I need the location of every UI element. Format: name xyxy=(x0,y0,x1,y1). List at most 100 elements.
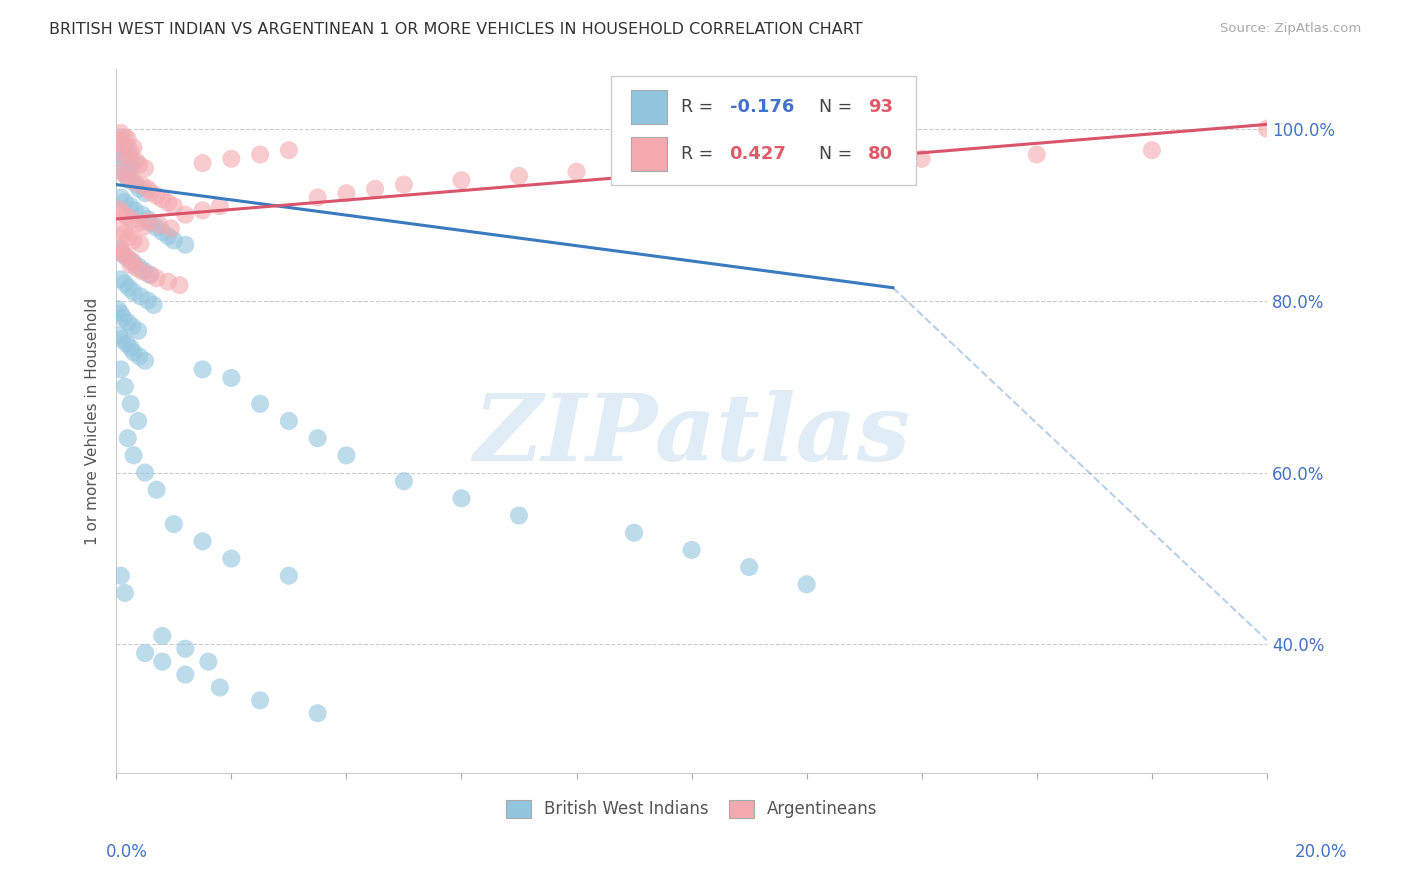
Point xyxy=(117,132,139,146)
Point xyxy=(221,371,243,385)
Point xyxy=(111,332,134,346)
Point xyxy=(114,586,136,600)
Point xyxy=(681,543,703,558)
FancyBboxPatch shape xyxy=(631,90,668,123)
Legend: British West Indians, Argentineans: British West Indians, Argentineans xyxy=(499,793,884,825)
Point xyxy=(1025,147,1047,161)
Point xyxy=(108,328,131,343)
Point xyxy=(139,268,162,282)
Point xyxy=(110,306,132,320)
Point xyxy=(129,289,152,303)
Point xyxy=(122,285,145,299)
Point xyxy=(127,259,149,273)
Point xyxy=(163,234,186,248)
Point xyxy=(131,208,153,222)
Point xyxy=(307,431,329,445)
Point xyxy=(121,254,143,268)
Point xyxy=(134,161,156,176)
Point xyxy=(111,246,134,260)
Point xyxy=(796,577,818,591)
Point xyxy=(738,560,761,574)
Point xyxy=(132,263,155,277)
Point xyxy=(121,319,143,334)
Point xyxy=(120,397,142,411)
Point xyxy=(197,655,219,669)
Point xyxy=(120,341,142,355)
Point xyxy=(115,251,138,265)
Point xyxy=(110,164,132,178)
Point xyxy=(112,147,135,161)
Point xyxy=(163,199,186,213)
FancyBboxPatch shape xyxy=(612,76,915,185)
Point xyxy=(115,169,138,183)
Point xyxy=(157,195,180,210)
Point xyxy=(120,161,142,175)
Point xyxy=(169,278,191,293)
Point xyxy=(117,143,139,157)
Point xyxy=(110,223,132,237)
Point xyxy=(911,152,934,166)
Point xyxy=(191,534,214,549)
Point xyxy=(131,264,153,278)
Point xyxy=(107,302,129,317)
Point xyxy=(111,152,134,166)
Point xyxy=(148,218,170,232)
Point xyxy=(623,525,645,540)
Point xyxy=(112,247,135,261)
Point xyxy=(112,164,135,178)
Point xyxy=(136,211,159,226)
Point xyxy=(110,190,132,204)
Point xyxy=(681,161,703,175)
Point xyxy=(450,491,472,506)
Point xyxy=(160,221,183,235)
Text: 0.427: 0.427 xyxy=(730,145,786,163)
Point xyxy=(150,629,173,643)
Point xyxy=(145,188,167,202)
Point xyxy=(121,212,143,227)
Point xyxy=(138,268,160,282)
Point xyxy=(118,281,141,295)
Point xyxy=(127,324,149,338)
Point xyxy=(277,414,299,428)
Point xyxy=(122,345,145,359)
Text: BRITISH WEST INDIAN VS ARGENTINEAN 1 OR MORE VEHICLES IN HOUSEHOLD CORRELATION C: BRITISH WEST INDIAN VS ARGENTINEAN 1 OR … xyxy=(49,22,863,37)
Point xyxy=(114,168,136,182)
Point xyxy=(139,216,162,230)
Point xyxy=(117,431,139,445)
Point xyxy=(150,192,173,206)
Point xyxy=(174,641,197,656)
Point xyxy=(132,219,155,234)
Point xyxy=(114,227,136,241)
Point xyxy=(108,242,131,256)
Point xyxy=(128,158,150,172)
Point xyxy=(249,693,271,707)
Point xyxy=(145,483,167,497)
Point xyxy=(134,353,156,368)
Point xyxy=(277,568,299,582)
Point xyxy=(125,154,148,169)
Text: 80: 80 xyxy=(868,145,893,163)
Point xyxy=(120,258,142,272)
Point xyxy=(142,298,165,312)
Point xyxy=(796,156,818,170)
Point xyxy=(191,203,214,218)
Point xyxy=(134,646,156,660)
Point xyxy=(134,466,156,480)
Point xyxy=(127,216,149,230)
Point xyxy=(364,182,387,196)
Point xyxy=(191,156,214,170)
Point xyxy=(128,182,150,196)
Point xyxy=(221,152,243,166)
Point xyxy=(392,178,415,192)
Point xyxy=(124,175,146,189)
Point xyxy=(129,236,152,251)
Point xyxy=(108,147,131,161)
Point xyxy=(208,199,231,213)
Point xyxy=(307,706,329,721)
Text: 93: 93 xyxy=(868,97,893,116)
Point xyxy=(118,230,141,244)
Point xyxy=(139,186,162,200)
Y-axis label: 1 or more Vehicles in Household: 1 or more Vehicles in Household xyxy=(86,297,100,545)
Point xyxy=(136,293,159,308)
Point xyxy=(120,171,142,186)
